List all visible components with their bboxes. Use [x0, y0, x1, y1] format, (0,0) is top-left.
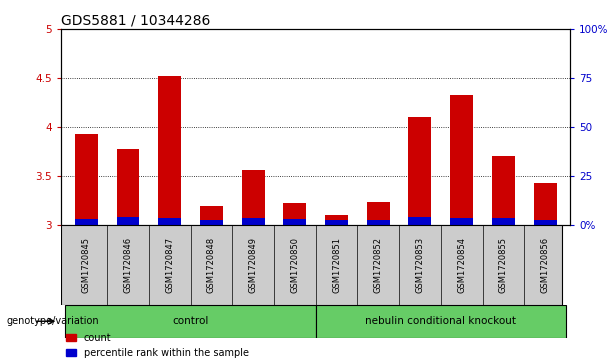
Bar — [492, 218, 515, 225]
Text: GSM1720849: GSM1720849 — [249, 237, 257, 293]
Bar — [408, 217, 432, 225]
Bar — [75, 219, 98, 225]
Text: GSM1720847: GSM1720847 — [166, 237, 174, 293]
Bar — [325, 215, 348, 225]
Bar — [283, 219, 306, 225]
Text: GSM1720850: GSM1720850 — [291, 237, 299, 293]
Text: control: control — [172, 316, 209, 326]
Bar — [158, 76, 181, 225]
Bar — [533, 183, 557, 225]
Bar — [66, 305, 316, 338]
Bar — [116, 217, 140, 225]
Bar — [367, 201, 390, 225]
Bar — [75, 134, 98, 225]
Bar — [242, 170, 265, 225]
Bar — [242, 218, 265, 225]
Legend: count, percentile rank within the sample: count, percentile rank within the sample — [66, 333, 249, 358]
Text: nebulin conditional knockout: nebulin conditional knockout — [365, 316, 516, 326]
Text: GSM1720845: GSM1720845 — [82, 237, 91, 293]
Bar — [283, 204, 306, 225]
Text: GSM1720853: GSM1720853 — [416, 237, 424, 293]
Text: GDS5881 / 10344286: GDS5881 / 10344286 — [61, 14, 211, 28]
Bar — [200, 207, 223, 225]
Bar — [450, 218, 473, 225]
Text: GSM1720854: GSM1720854 — [457, 237, 466, 293]
Bar — [116, 148, 140, 225]
Text: GSM1720852: GSM1720852 — [374, 237, 383, 293]
Bar — [158, 218, 181, 225]
Text: GSM1720848: GSM1720848 — [207, 237, 216, 293]
Bar — [408, 117, 432, 225]
Bar — [367, 220, 390, 225]
Bar — [450, 95, 473, 225]
Text: GSM1720856: GSM1720856 — [541, 237, 550, 293]
Bar — [316, 305, 566, 338]
Bar — [200, 220, 223, 225]
Text: GSM1720851: GSM1720851 — [332, 237, 341, 293]
Bar — [492, 156, 515, 225]
Text: GSM1720846: GSM1720846 — [124, 237, 132, 293]
Bar — [325, 220, 348, 225]
Text: genotype/variation: genotype/variation — [6, 316, 99, 326]
Text: GSM1720855: GSM1720855 — [499, 237, 508, 293]
Bar — [533, 220, 557, 225]
